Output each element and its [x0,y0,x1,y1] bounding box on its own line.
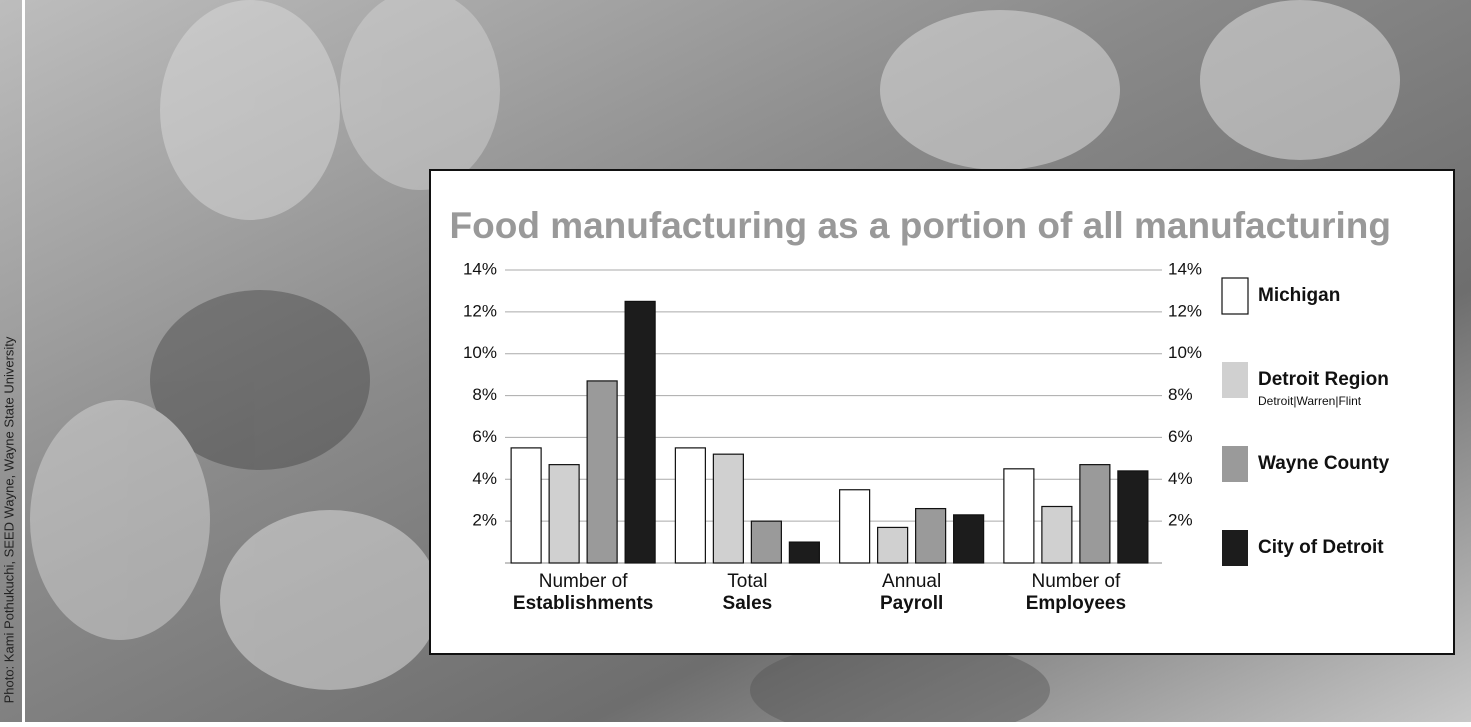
bar [839,489,871,564]
y-tick-label: 12% [463,301,497,320]
x-tick-label: Sales [723,593,773,614]
bar [750,520,782,564]
x-tick-label: Annual [882,571,941,592]
photo-border [22,0,25,722]
x-tick-label: Employees [1026,593,1126,614]
x-tick-label: Number of [539,571,628,592]
x-tick-label: Payroll [880,593,943,614]
y2-tick-label: 8% [1168,385,1193,404]
plot: 2% 2% 4% 4% 6% 6% 8% 8% 10% 10% 12% 12% 14% 14% Number… [463,259,1390,614]
bar [915,507,947,564]
bar [1079,464,1111,564]
y2-tick-label: 6% [1168,427,1193,446]
y-tick-label: 4% [472,469,497,488]
x-tick-label: Establishments [513,593,653,614]
legend-label: Detroit Region [1258,369,1389,390]
y-tick-label: 2% [472,511,497,530]
y2-tick-label: 14% [1168,259,1202,278]
x-tick-label: Total [727,571,767,592]
chart-title: Food manufacturing as a portion of all m… [450,205,1391,246]
y-tick-label: 10% [463,343,497,362]
legend-label: City of Detroit [1258,537,1384,558]
photo-texture [30,0,1400,727]
y2-tick-label: 2% [1168,511,1193,530]
y2-tick-label: 10% [1168,343,1202,362]
y2-tick-label: 4% [1168,469,1193,488]
bar [548,464,580,564]
legend-sublabel: Detroit|Warren|Flint [1258,394,1362,408]
bar [674,447,706,564]
bar [1041,505,1073,564]
legend-swatch [1222,530,1248,566]
photo-credit: Photo: Kami Pothukuchi, SEED Wayne, Wayn… [1,336,16,703]
legend-swatch [1222,362,1248,398]
y-tick-label: 14% [463,259,497,278]
x-tick-label: Number of [1032,571,1121,592]
bar [877,526,909,564]
bar [712,453,744,564]
legend-swatch [1222,446,1248,482]
legend-label: Wayne County [1258,453,1390,474]
bar [586,380,618,564]
bar [953,514,985,564]
bar [624,300,656,564]
bar [1003,468,1035,564]
legend-label: Michigan [1258,285,1340,306]
y-tick-label: 6% [472,427,497,446]
bar [788,541,820,564]
y2-tick-label: 12% [1168,301,1202,320]
legend-swatch [1221,277,1249,315]
y-tick-label: 8% [472,385,497,404]
bar [1117,470,1149,564]
bar [510,447,542,564]
